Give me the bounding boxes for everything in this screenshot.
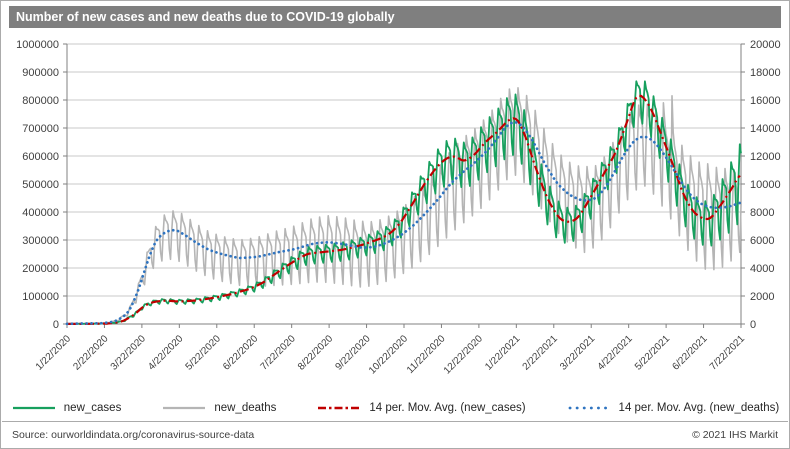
legend-label-ma-new-cases: 14 per. Mov. Avg. (new_cases) (369, 402, 526, 414)
left-axis-tick-label: 400000 (22, 207, 59, 219)
x-axis-tick-label: 5/22/2021 (633, 333, 673, 373)
series-ma-new-deaths (65, 120, 742, 326)
x-axis-tick-label: 7/22/2020 (259, 333, 299, 373)
x-axis-tick-label: 8/22/2020 (296, 333, 336, 373)
right-axis-tick-label: 4000 (750, 263, 774, 275)
x-axis-tick-label: 4/22/2021 (596, 333, 636, 373)
chart-canvas: 0 0 100000 2000 200000 4000 300000 6000 400000 80… (16, 39, 781, 377)
copyright-text: © 2021 IHS Markit (692, 428, 778, 441)
x-axis-tick-label: 2/22/2020 (71, 333, 111, 373)
x-axis-tick-label: 4/22/2020 (146, 333, 186, 373)
legend-swatch-ma-new-deaths-icon (568, 406, 611, 410)
legend-item-new-cases: new_cases (11, 402, 122, 414)
right-axis-tick-label: 2000 (750, 291, 774, 303)
x-axis-tick-label: 7/22/2021 (708, 333, 748, 373)
left-axis-tick-label: 500000 (22, 179, 59, 191)
right-axis-tick-label: 12000 (750, 151, 781, 163)
right-axis-tick-label: 18000 (750, 67, 781, 79)
x-axis-tick-label: 1/22/2021 (483, 333, 523, 373)
x-axis-tick-label: 3/22/2021 (558, 333, 598, 373)
series-ma-new-cases (67, 94, 741, 325)
x-axis-tick-label: 3/22/2020 (109, 333, 149, 373)
series-new-cases (66, 80, 742, 325)
legend-label-new-cases: new_cases (63, 402, 122, 414)
x-axis-tick-label: 1/22/2020 (34, 333, 74, 373)
left-axis-tick-label: 200000 (22, 263, 59, 275)
right-axis-tick-label: 20000 (750, 39, 781, 51)
x-axis-tick-label: 2/22/2021 (521, 333, 561, 373)
right-axis-tick-label: 10000 (750, 179, 781, 191)
left-axis-tick-label: 700000 (22, 123, 59, 135)
left-axis-tick-label: 0 (53, 319, 59, 331)
left-axis-tick-label: 900000 (22, 67, 59, 79)
left-axis-tick-label: 600000 (22, 151, 59, 163)
right-axis-tick-label: 14000 (750, 123, 781, 135)
x-axis-tick-label: 5/22/2020 (184, 333, 224, 373)
x-axis-tick-label: 6/22/2020 (221, 333, 261, 373)
x-axis-tick-label: 10/22/2020 (367, 333, 410, 376)
series-new-deaths (67, 87, 742, 325)
chart-legend: new_cases new_deaths 14 per. Mov. Avg. (… (1, 397, 789, 419)
x-axis-tick-label: 12/22/2020 (442, 333, 485, 376)
legend-swatch-ma-new-cases-icon (318, 406, 361, 410)
legend-label-new-deaths: new_deaths (214, 402, 277, 414)
legend-item-ma-new-deaths: 14 per. Mov. Avg. (new_deaths) (566, 402, 780, 414)
x-axis-tick-label: 9/22/2020 (333, 333, 373, 373)
legend-item-ma-new-cases: 14 per. Mov. Avg. (new_cases) (316, 402, 526, 414)
right-axis-tick-label: 8000 (750, 207, 774, 219)
right-axis-tick-label: 16000 (750, 95, 781, 107)
legend-label-ma-new-deaths: 14 per. Mov. Avg. (new_deaths) (618, 402, 780, 414)
left-axis-tick-label: 100000 (22, 291, 59, 303)
x-axis-tick-label: 6/22/2021 (670, 333, 710, 373)
left-axis-tick-label: 300000 (22, 235, 59, 247)
chart-footer: Source: ourworldindata.org/coronavirus-s… (2, 421, 788, 447)
right-axis-tick-label: 0 (750, 319, 756, 331)
legend-swatch-new-cases-icon (12, 406, 55, 410)
chart-title: Number of new cases and new deaths due t… (9, 6, 781, 28)
legend-swatch-new-deaths-icon (163, 406, 206, 410)
left-axis-tick-label: 1000000 (16, 39, 59, 51)
right-axis-tick-label: 6000 (750, 235, 774, 247)
left-axis-tick-label: 800000 (22, 95, 59, 107)
source-text: Source: ourworldindata.org/coronavirus-s… (12, 428, 255, 441)
legend-item-new-deaths: new_deaths (161, 402, 276, 414)
